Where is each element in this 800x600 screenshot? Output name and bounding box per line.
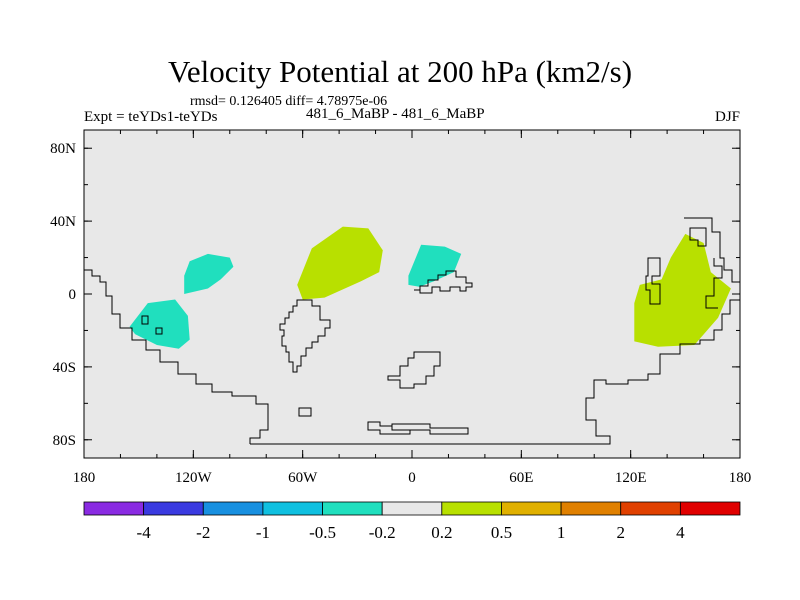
colorbar-swatch bbox=[620, 501, 681, 516]
colorbar-label: -1 bbox=[256, 523, 270, 542]
stats-label: rmsd= 0.126405 diff= 4.78975e-06 bbox=[190, 94, 388, 109]
coastline-maritime-1 bbox=[645, 257, 661, 305]
region-east-pacific bbox=[184, 253, 234, 294]
colorbar-swatch bbox=[322, 501, 383, 516]
region-southeast-pacific bbox=[129, 299, 190, 349]
colorbar-label: -4 bbox=[137, 523, 152, 542]
coastline-island-3 bbox=[391, 423, 469, 435]
colorbar-swatch bbox=[679, 501, 741, 516]
coastline-asia bbox=[684, 217, 740, 309]
colorbar-label: -2 bbox=[196, 523, 210, 542]
colorbar-swatch bbox=[262, 501, 323, 516]
x-tick-label: 0 bbox=[408, 470, 416, 486]
colorbar-label: 2 bbox=[616, 523, 625, 542]
colorbar-swatch bbox=[441, 501, 502, 516]
x-tick-label: 180 bbox=[73, 470, 96, 486]
coastline-antarctica bbox=[250, 260, 741, 445]
y-tick-label: 40N bbox=[50, 214, 76, 230]
coastline-africa bbox=[414, 270, 473, 294]
colorbar-label: 0.5 bbox=[491, 523, 512, 542]
colorbar-label: -0.5 bbox=[309, 523, 336, 542]
colorbar-label: 4 bbox=[676, 523, 685, 542]
colorbar-swatch bbox=[381, 501, 443, 516]
colorbar-swatch bbox=[202, 501, 264, 516]
season-label: DJF bbox=[714, 109, 740, 125]
experiment-label: Expt = teYDs1-teYDs bbox=[84, 109, 218, 125]
y-tick-label: 80N bbox=[50, 141, 76, 157]
x-tick-label: 60E bbox=[509, 470, 533, 486]
region-west-africa bbox=[408, 244, 462, 287]
coastline-south-america bbox=[279, 299, 331, 373]
colorbar-swatch bbox=[83, 501, 145, 516]
colorbar: -4 -2 -1 -0.5 -0.2 0.2 0.5 1 2 4 bbox=[83, 501, 741, 542]
axis-ticks: 180 120W 60W 0 60E 120E 180 80N 40N 0 40S 80S bbox=[50, 130, 751, 486]
runs-label: 481_6_MaBP - 481_6_MaBP bbox=[306, 106, 485, 122]
colorbar-swatch bbox=[143, 501, 204, 516]
region-atlantic bbox=[297, 226, 383, 300]
y-tick-label: 0 bbox=[69, 287, 77, 303]
plot-title: Velocity Potential at 200 hPa (km2/s) bbox=[167, 54, 633, 89]
map-background bbox=[84, 130, 740, 458]
coastline-small-isle bbox=[141, 315, 149, 325]
anomaly-regions bbox=[129, 226, 731, 349]
y-tick-label: 80S bbox=[53, 433, 76, 449]
colorbar-label: 1 bbox=[557, 523, 566, 542]
x-tick-label: 120W bbox=[175, 470, 213, 486]
colorbar-swatch bbox=[560, 501, 622, 516]
colorbar-label: -0.2 bbox=[369, 523, 396, 542]
coastline-maritime-2 bbox=[689, 227, 707, 247]
x-tick-label: 60W bbox=[288, 470, 318, 486]
coastline-north-america bbox=[84, 269, 269, 444]
x-tick-label: 180 bbox=[729, 470, 752, 486]
x-tick-label: 120E bbox=[615, 470, 647, 486]
coastlines bbox=[84, 217, 741, 445]
colorbar-label: 0.2 bbox=[431, 523, 452, 542]
y-tick-label: 40S bbox=[53, 360, 76, 376]
coastline-small-isle-2 bbox=[155, 327, 163, 335]
coastline-southern-africa bbox=[387, 351, 441, 389]
region-maritime-continent bbox=[634, 233, 731, 347]
coastline-island-1 bbox=[298, 407, 312, 417]
colorbar-swatch bbox=[501, 501, 562, 516]
